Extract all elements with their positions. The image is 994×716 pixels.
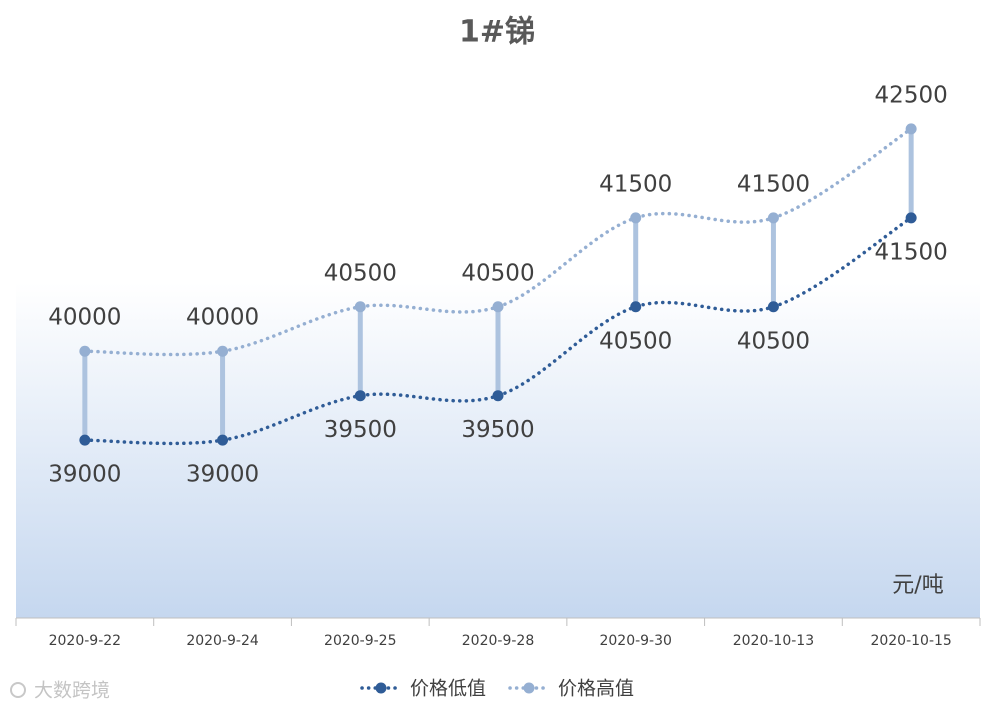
x-tick-label: 2020-9-28 xyxy=(462,633,534,649)
data-label: 41500 xyxy=(875,239,948,265)
point xyxy=(79,434,91,446)
data-label: 39000 xyxy=(48,462,121,488)
x-tick-label: 2020-10-15 xyxy=(870,633,951,649)
point xyxy=(354,390,366,402)
data-label: 40000 xyxy=(48,305,121,331)
point xyxy=(492,301,504,313)
data-label: 40500 xyxy=(599,328,672,354)
data-label: 40000 xyxy=(186,305,259,331)
point xyxy=(217,434,229,446)
x-tick-label: 2020-9-25 xyxy=(324,633,396,649)
point xyxy=(767,301,779,313)
watermark: 大数跨境 xyxy=(34,680,110,702)
legend-label: 价格高值 xyxy=(558,678,634,700)
point xyxy=(767,212,779,224)
x-tick-label: 2020-9-22 xyxy=(49,633,121,649)
data-label: 41500 xyxy=(599,171,672,197)
data-label: 39000 xyxy=(186,462,259,488)
point xyxy=(79,345,91,357)
point xyxy=(630,212,642,224)
point xyxy=(905,212,917,224)
point xyxy=(354,301,366,313)
x-tick-label: 2020-10-13 xyxy=(733,633,814,649)
point xyxy=(492,390,504,402)
data-label: 39500 xyxy=(461,417,534,443)
legend-label: 价格低值 xyxy=(410,678,486,700)
point xyxy=(905,123,917,135)
point xyxy=(217,345,229,357)
data-label: 41500 xyxy=(737,171,810,197)
unit-label: 元/吨 xyxy=(892,573,943,598)
legend-marker xyxy=(523,682,535,694)
legend-marker xyxy=(375,682,387,694)
data-label: 40500 xyxy=(461,260,534,286)
data-label: 42500 xyxy=(875,82,948,108)
x-tick-label: 2020-9-24 xyxy=(186,633,259,649)
data-label: 40500 xyxy=(737,328,810,354)
chart-title: 1#锑 xyxy=(459,15,535,50)
point xyxy=(630,301,642,313)
watermark-icon xyxy=(10,682,26,698)
x-tick-label: 2020-9-30 xyxy=(599,633,671,649)
data-label: 39500 xyxy=(324,417,397,443)
data-label: 40500 xyxy=(324,260,397,286)
